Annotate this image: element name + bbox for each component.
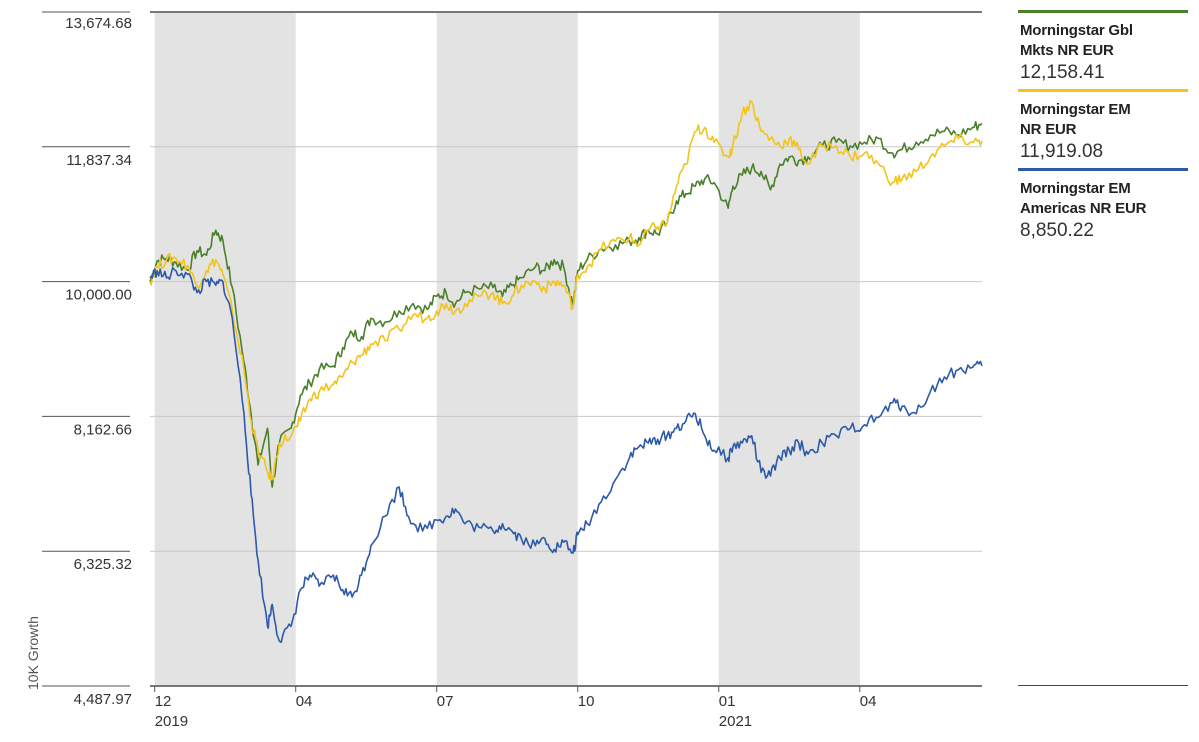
x-tick-label: 12 (155, 693, 172, 710)
x-tick-label: 10 (578, 693, 595, 710)
x-axis-ticks: 12 2019 04 07 10 01 2021 04 (154, 686, 877, 730)
series-line (149, 121, 983, 488)
shaded-quarter (154, 12, 296, 686)
y-tick-label: 4,487.97 (74, 691, 132, 708)
legend-bottom-rule (1018, 685, 1188, 686)
legend-name-line: NR EUR (1020, 121, 1077, 138)
legend-name-line: Americas NR EUR (1020, 200, 1147, 217)
x-tick-label: 07 (437, 693, 454, 710)
legend-item-gbl-mkts: Morningstar Gbl Mkts NR EUR 12,158.41 (1018, 10, 1188, 89)
shaded-quarter (718, 12, 860, 686)
legend-series-name: Morningstar Gbl Mkts NR EUR (1020, 21, 1188, 61)
legend-name-line: Morningstar Gbl (1020, 22, 1133, 39)
legend-name-line: Mkts NR EUR (1020, 42, 1114, 59)
legend-series-name: Morningstar EM Americas NR EUR (1020, 179, 1188, 219)
x-tick-label: 04 (860, 693, 877, 710)
legend-series-name: Morningstar EM NR EUR (1020, 100, 1188, 140)
legend-series-value: 12,158.41 (1020, 62, 1105, 83)
x-tick-year: 2021 (719, 713, 752, 730)
shaded-quarter (436, 12, 578, 686)
x-tick-label: 04 (296, 693, 313, 710)
x-tick-year: 2019 (155, 713, 188, 730)
legend-series-value: 8,850.22 (1020, 220, 1094, 241)
y-axis-ticks: 13,674.68 11,837.34 10,000.00 8,162.66 6,325… (65, 15, 132, 708)
series-line (149, 266, 983, 644)
y-tick-label: 8,162.66 (74, 421, 132, 438)
legend-item-em-americas: Morningstar EM Americas NR EUR 8,850.22 (1018, 168, 1188, 247)
y-tick-label: 6,325.32 (74, 556, 132, 573)
period-shading (154, 12, 860, 686)
y-tick-label: 13,674.68 (65, 15, 132, 32)
series-line (149, 99, 983, 481)
legend-name-line: Morningstar EM (1020, 101, 1131, 118)
legend-series-value: 11,919.08 (1020, 141, 1104, 162)
y-tick-label: 11,837.34 (66, 152, 132, 169)
y-tick-label: 10,000.00 (65, 287, 132, 304)
x-tick-label: 01 (719, 693, 736, 710)
legend-name-line: Morningstar EM (1020, 180, 1131, 197)
y-axis-title: 10K Growth (25, 616, 41, 690)
legend: Morningstar Gbl Mkts NR EUR 12,158.41 Mo… (1018, 10, 1188, 247)
legend-item-em: Morningstar EM NR EUR 11,919.08 (1018, 89, 1188, 168)
series-lines (149, 99, 983, 644)
growth-chart: 13,674.68 11,837.34 10,000.00 8,162.66 6,325… (25, 11, 983, 730)
